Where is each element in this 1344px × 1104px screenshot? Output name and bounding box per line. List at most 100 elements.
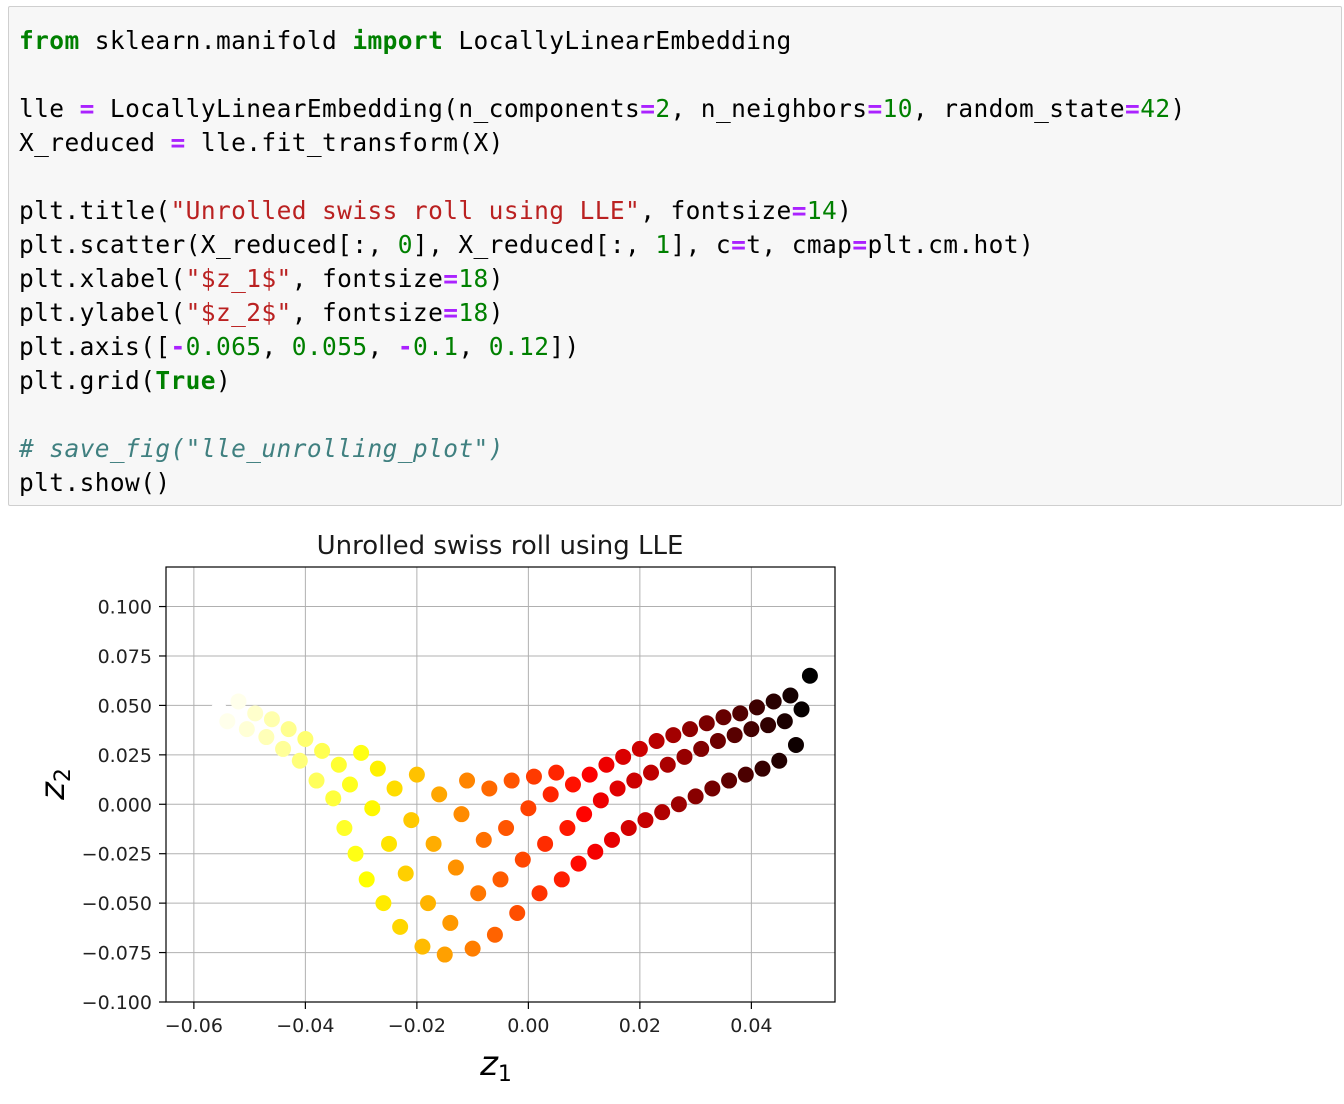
scatter-point	[481, 780, 498, 797]
x-tick-label: 0.02	[619, 1015, 661, 1037]
code-token: 18	[458, 264, 489, 293]
code-token: ], c	[670, 230, 732, 259]
code-token: -	[397, 332, 413, 361]
scatter-point	[620, 820, 637, 836]
scatter-point	[676, 748, 693, 765]
scatter-point	[353, 744, 370, 761]
x-axis-label-text: z	[479, 1044, 499, 1084]
code-lines: from sklearn.manifold import LocallyLine…	[19, 24, 1186, 500]
y-axis-label-text: z	[33, 781, 73, 801]
code-token: sklearn.manifold	[79, 26, 353, 55]
scatter-point	[280, 721, 297, 738]
code-token: =	[1125, 94, 1141, 123]
scatter-point	[436, 946, 453, 963]
code-token: , n_neighbors	[670, 94, 868, 123]
scatter-point	[403, 812, 420, 829]
scatter-point	[542, 786, 559, 803]
code-token: )	[215, 366, 232, 395]
scatter-point	[420, 895, 437, 912]
scatter-point	[258, 729, 275, 746]
scatter-point	[442, 914, 459, 931]
scatter-point	[537, 835, 554, 852]
code-token: =	[170, 128, 186, 157]
scatter-point	[291, 752, 308, 769]
code-token: ,	[458, 332, 489, 361]
plot-output: −0.06 −0.04 −0.02 0.00 0.02 0.04 −0.100 −0.075 −…	[0, 510, 900, 1100]
scatter-point	[654, 804, 671, 821]
scatter-point	[325, 790, 342, 807]
scatter-point	[464, 940, 481, 957]
code-token: , random_state	[912, 94, 1126, 123]
code-line: # save_fig("lle_unrolling_plot")	[19, 432, 1186, 466]
scatter-point	[230, 693, 247, 710]
scatter-point	[210, 701, 227, 718]
code-line: plt.grid(True)	[19, 364, 1186, 398]
scatter-point	[475, 831, 492, 848]
code-token: True	[155, 366, 216, 395]
code-cell[interactable]: from sklearn.manifold import LocallyLine…	[8, 6, 1342, 506]
scatter-point	[576, 806, 593, 823]
scatter-point	[263, 711, 280, 728]
scatter-point	[693, 740, 710, 757]
scatter-point	[364, 800, 381, 817]
code-token: 0.1	[412, 332, 459, 361]
scatter-point	[609, 780, 626, 797]
code-token: 18	[458, 298, 489, 327]
scatter-point	[503, 772, 520, 789]
scatter-point	[553, 871, 570, 888]
scatter-point	[414, 938, 431, 955]
code-line: plt.axis([-0.065, 0.055, -0.1, 0.12])	[19, 330, 1186, 364]
scatter-point	[219, 713, 236, 730]
code-line: lle = LocallyLinearEmbedding(n_component…	[19, 92, 1186, 126]
y-axis-label-subscript: 2	[51, 768, 76, 782]
scatter-point	[431, 786, 448, 803]
x-tick-label: −0.06	[165, 1015, 223, 1037]
code-token: , fontsize	[291, 264, 444, 293]
scatter-point	[743, 721, 760, 738]
scatter-point	[330, 756, 347, 773]
code-line: plt.ylabel("$z_2$", fontsize=18)	[19, 296, 1186, 330]
code-token: # save_fig("lle_unrolling_plot")	[19, 434, 504, 463]
code-token: =	[443, 298, 459, 327]
y-tick-label: 0.050	[98, 695, 152, 717]
scatter-point	[486, 926, 503, 943]
y-tick-label: −0.025	[82, 844, 152, 866]
scatter-point	[687, 788, 704, 805]
scatter-point	[626, 772, 643, 789]
scatter-point	[397, 865, 414, 882]
code-line: plt.title("Unrolled swiss roll using LLE…	[19, 194, 1186, 228]
scatter-point	[341, 776, 358, 793]
scatter-point	[358, 871, 375, 888]
scatter-point	[771, 752, 788, 769]
scatter-point	[559, 820, 576, 836]
scatter-point	[514, 851, 531, 868]
scatter-point	[375, 895, 392, 912]
code-line: plt.xlabel("$z_1$", fontsize=18)	[19, 262, 1186, 296]
scatter-point	[470, 885, 487, 902]
x-tick-label: −0.02	[388, 1015, 446, 1037]
chart-title: Unrolled swiss roll using LLE	[317, 531, 684, 561]
code-line: plt.scatter(X_reduced[:, 0], X_reduced[:…	[19, 228, 1186, 262]
code-token: , fontsize	[640, 196, 792, 225]
scatter-point	[782, 687, 799, 704]
x-axis-label: z1	[479, 1044, 512, 1087]
scatter-point	[732, 705, 749, 722]
scatter-point	[447, 859, 464, 876]
code-token: plt.xlabel(	[19, 264, 186, 293]
x-tick-label: 0.00	[507, 1015, 549, 1037]
code-line: plt.show()	[19, 466, 1186, 500]
scatter-point	[801, 667, 818, 684]
code-token: import	[352, 26, 444, 55]
code-token: X_reduced	[19, 128, 171, 157]
scatter-point	[297, 731, 314, 748]
scatter-point	[386, 780, 403, 797]
scatter-point	[765, 693, 782, 710]
scatter-point	[336, 820, 353, 836]
scatter-point	[665, 727, 682, 744]
scatter-point	[615, 748, 632, 765]
axis-ticks: −0.06 −0.04 −0.02 0.00 0.02 0.04 −0.100 −0.075 −…	[82, 597, 773, 1037]
scatter-point	[760, 717, 777, 734]
scatter-point	[459, 772, 476, 789]
y-tick-label: 0.100	[98, 597, 152, 619]
code-token: )	[837, 196, 853, 225]
